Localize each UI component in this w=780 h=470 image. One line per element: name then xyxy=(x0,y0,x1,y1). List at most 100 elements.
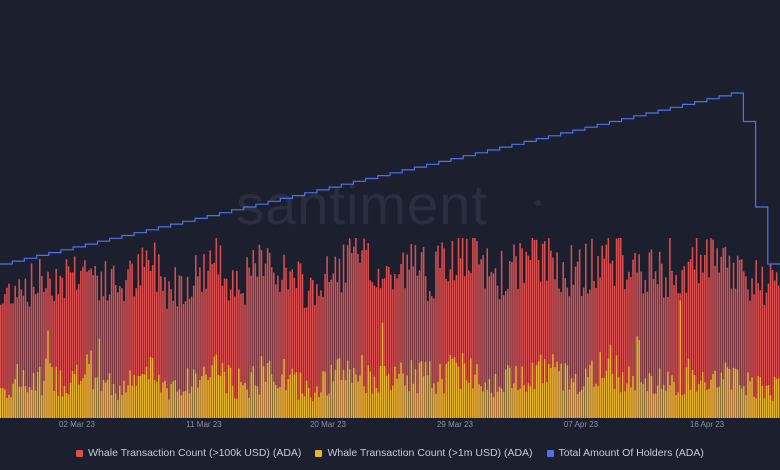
bar-whale-100k[interactable] xyxy=(468,270,470,418)
bar-whale-100k[interactable] xyxy=(326,256,328,418)
bar-whale-1m[interactable] xyxy=(716,387,718,418)
bar-whale-1m[interactable] xyxy=(474,374,476,418)
bar-whale-100k[interactable] xyxy=(734,288,737,418)
bar-whale-100k[interactable] xyxy=(502,295,505,418)
bar-whale-100k[interactable] xyxy=(763,305,766,418)
bar-whale-100k[interactable] xyxy=(203,254,205,418)
bar-whale-1m[interactable] xyxy=(515,366,517,418)
bar-whale-100k[interactable] xyxy=(238,289,240,418)
bar-whale-1m[interactable] xyxy=(455,362,458,418)
bar-whale-1m[interactable] xyxy=(673,381,675,418)
bar-whale-100k[interactable] xyxy=(88,270,90,418)
bar-whale-100k[interactable] xyxy=(743,271,745,418)
bar-whale-1m[interactable] xyxy=(392,385,394,418)
bar-whale-100k[interactable] xyxy=(295,288,298,418)
bar-whale-1m[interactable] xyxy=(408,391,411,418)
bar-whale-100k[interactable] xyxy=(375,287,378,418)
bar-whale-1m[interactable] xyxy=(504,369,507,418)
bar-whale-100k[interactable] xyxy=(266,248,269,418)
bar-whale-100k[interactable] xyxy=(490,271,493,418)
bar-whale-100k[interactable] xyxy=(123,301,125,418)
bar-whale-1m[interactable] xyxy=(492,397,495,418)
bar-whale-1m[interactable] xyxy=(119,385,121,418)
bar-whale-1m[interactable] xyxy=(176,391,179,418)
bar-whale-100k[interactable] xyxy=(396,278,398,418)
bar-whale-1m[interactable] xyxy=(322,371,324,418)
bar-whale-100k[interactable] xyxy=(433,298,435,418)
bar-whale-1m[interactable] xyxy=(135,385,138,418)
bar-whale-1m[interactable] xyxy=(141,374,144,418)
bar-whale-100k[interactable] xyxy=(127,269,129,418)
bar-whale-100k[interactable] xyxy=(685,292,688,418)
bar-whale-1m[interactable] xyxy=(49,363,51,418)
bar-whale-100k[interactable] xyxy=(552,257,554,418)
bar-whale-100k[interactable] xyxy=(383,278,386,418)
bar-whale-1m[interactable] xyxy=(114,393,117,418)
bar-whale-1m[interactable] xyxy=(441,379,443,418)
bar-whale-100k[interactable] xyxy=(515,256,517,418)
bar-whale-1m[interactable] xyxy=(507,365,509,418)
bar-whale-100k[interactable] xyxy=(129,260,131,418)
bar-whale-100k[interactable] xyxy=(537,259,540,418)
bar-whale-100k[interactable] xyxy=(455,275,458,418)
bar-whale-1m[interactable] xyxy=(217,375,220,418)
bar-whale-1m[interactable] xyxy=(527,383,530,418)
bar-whale-1m[interactable] xyxy=(186,368,189,418)
bar-whale-1m[interactable] xyxy=(121,395,123,418)
bar-whale-1m[interactable] xyxy=(307,387,310,418)
bar-whale-1m[interactable] xyxy=(174,380,177,418)
bar-whale-100k[interactable] xyxy=(408,269,411,418)
bar-whale-1m[interactable] xyxy=(231,385,234,418)
bar-whale-1m[interactable] xyxy=(564,363,567,418)
bar-whale-100k[interactable] xyxy=(517,288,519,418)
bar-whale-100k[interactable] xyxy=(330,279,333,418)
bar-whale-1m[interactable] xyxy=(513,383,515,418)
bar-whale-1m[interactable] xyxy=(256,386,259,418)
bar-whale-100k[interactable] xyxy=(102,296,105,418)
bar-whale-1m[interactable] xyxy=(260,356,263,418)
bar-whale-100k[interactable] xyxy=(348,238,351,418)
bar-whale-100k[interactable] xyxy=(673,285,675,418)
bar-whale-1m[interactable] xyxy=(41,395,43,418)
bar-whale-1m[interactable] xyxy=(281,374,283,418)
bar-whale-1m[interactable] xyxy=(84,374,86,418)
bar-whale-100k[interactable] xyxy=(377,268,380,418)
bar-whale-1m[interactable] xyxy=(197,387,199,418)
bar-whale-1m[interactable] xyxy=(570,378,573,418)
bar-whale-100k[interactable] xyxy=(80,270,82,418)
bar-whale-100k[interactable] xyxy=(539,281,542,418)
bar-whale-100k[interactable] xyxy=(24,278,27,418)
bar-whale-100k[interactable] xyxy=(53,301,55,418)
bar-whale-1m[interactable] xyxy=(745,395,747,418)
bar-whale-1m[interactable] xyxy=(412,383,415,418)
bar-whale-100k[interactable] xyxy=(96,275,99,418)
bar-whale-100k[interactable] xyxy=(771,269,774,418)
bar-whale-1m[interactable] xyxy=(215,354,218,418)
bar-whale-100k[interactable] xyxy=(486,248,489,418)
bar-whale-100k[interactable] xyxy=(451,240,454,418)
bar-whale-1m[interactable] xyxy=(710,379,712,418)
bar-whale-1m[interactable] xyxy=(26,392,29,418)
bar-whale-100k[interactable] xyxy=(213,263,216,418)
bar-whale-100k[interactable] xyxy=(32,286,35,418)
bar-whale-100k[interactable] xyxy=(488,276,491,418)
bar-whale-1m[interactable] xyxy=(340,379,343,418)
bar-whale-1m[interactable] xyxy=(334,369,337,418)
bar-whale-1m[interactable] xyxy=(714,370,716,418)
bar-whale-100k[interactable] xyxy=(285,267,287,418)
bar-whale-100k[interactable] xyxy=(648,252,651,418)
bar-whale-100k[interactable] xyxy=(578,249,581,418)
bar-whale-100k[interactable] xyxy=(747,289,749,418)
bar-whale-100k[interactable] xyxy=(176,306,179,418)
bar-whale-100k[interactable] xyxy=(402,252,404,418)
bar-whale-100k[interactable] xyxy=(250,275,252,418)
bar-whale-100k[interactable] xyxy=(217,274,220,418)
bar-whale-1m[interactable] xyxy=(418,362,421,418)
bar-whale-1m[interactable] xyxy=(400,362,402,418)
bar-whale-1m[interactable] xyxy=(613,389,616,418)
bar-whale-1m[interactable] xyxy=(110,394,113,418)
bar-whale-1m[interactable] xyxy=(369,371,372,418)
bar-whale-100k[interactable] xyxy=(166,308,168,418)
bar-whale-100k[interactable] xyxy=(86,271,88,418)
bar-whale-1m[interactable] xyxy=(556,361,558,418)
